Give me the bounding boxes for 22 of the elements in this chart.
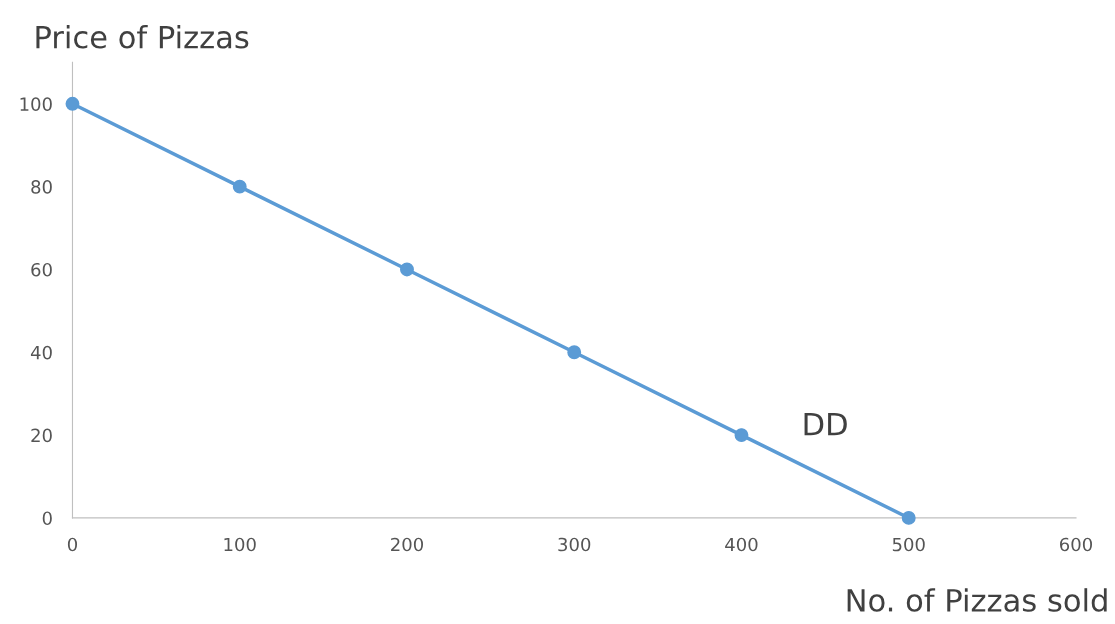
x-tick-label: 600 (1060, 537, 1093, 552)
y-tick-label: 80 (31, 180, 52, 194)
x-tick-label: 200 (391, 537, 424, 552)
x-axis-title: No. of Pizzas sold (847, 588, 1107, 612)
x-tick-label: 100 (224, 537, 256, 552)
y-axis-title: Price of Pizzas (36, 24, 249, 49)
point (232, 179, 247, 194)
point (65, 96, 80, 111)
point (567, 345, 582, 360)
point (400, 262, 414, 277)
x-tick-label: 0 (67, 537, 78, 552)
x-tick-label: 400 (725, 537, 758, 552)
point (901, 510, 916, 525)
y-tick-label: 20 (31, 428, 52, 443)
y-tick-label: 100 (20, 97, 52, 111)
y-tick-label: 60 (31, 262, 52, 277)
y-tick-label: 0 (42, 511, 52, 526)
x-tick-label: 300 (558, 537, 591, 552)
point (734, 428, 749, 443)
x-tick-label: 500 (892, 537, 925, 552)
y-tick-label: 40 (30, 345, 52, 360)
annotation: DD (804, 412, 847, 436)
